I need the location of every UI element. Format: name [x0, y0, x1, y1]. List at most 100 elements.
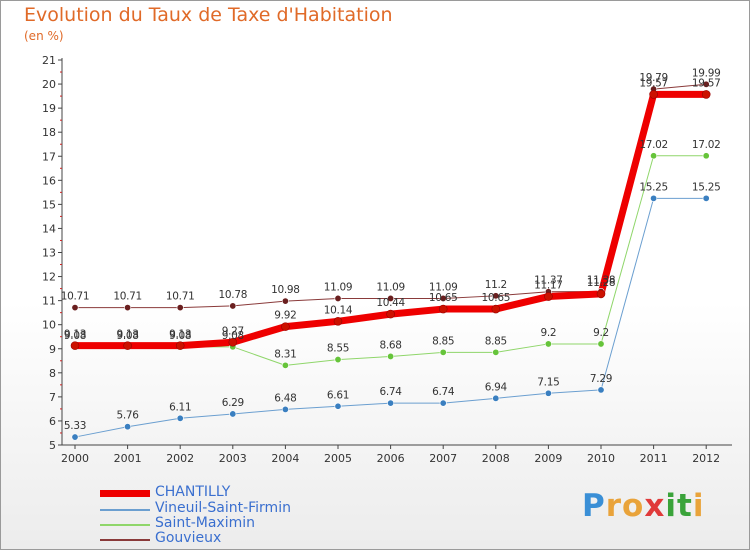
- legend-swatch: [100, 524, 150, 526]
- data-label: 9.08: [222, 330, 244, 342]
- data-label: 6.11: [169, 401, 191, 413]
- data-point: [281, 361, 289, 369]
- data-point: [124, 423, 132, 431]
- legend-label: Gouvieux: [155, 530, 222, 546]
- data-label: 11.09: [376, 281, 405, 293]
- data-point: [71, 433, 79, 441]
- x-tick-label: 2009: [534, 452, 562, 465]
- data-point: [544, 292, 553, 301]
- data-point: [70, 341, 80, 350]
- data-point: [281, 322, 290, 331]
- data-label: 6.29: [222, 397, 244, 409]
- y-tick-label: 18: [42, 126, 56, 139]
- y-tick-label: 21: [42, 54, 56, 67]
- y-tick-label: 7: [49, 391, 56, 404]
- data-point: [229, 302, 237, 310]
- x-tick-label: 2008: [482, 452, 510, 465]
- data-label: 5.76: [117, 410, 140, 422]
- data-point: [387, 352, 395, 360]
- y-tick-label: 5: [49, 439, 56, 452]
- legend-label: Saint-Maximin: [155, 515, 256, 531]
- data-point: [702, 80, 710, 88]
- data-point: [650, 194, 658, 202]
- data-label: 8.55: [327, 343, 349, 355]
- y-tick-label: 20: [42, 78, 56, 91]
- data-point: [702, 152, 710, 160]
- data-point: [123, 341, 132, 350]
- data-point: [124, 304, 132, 312]
- x-tick-label: 2004: [271, 452, 299, 465]
- data-point: [175, 341, 185, 350]
- data-point: [334, 294, 342, 302]
- data-point: [229, 410, 237, 418]
- data-label: 10.65: [482, 292, 511, 304]
- y-tick-label: 14: [42, 222, 56, 235]
- y-tick-label: 10: [42, 319, 56, 332]
- data-label: 11.17: [534, 280, 563, 292]
- proxiti-logo: Proxiti: [582, 488, 704, 524]
- logo-letter: r: [605, 488, 623, 524]
- logo-letter: i: [665, 488, 677, 524]
- data-label: 15.25: [639, 181, 668, 193]
- data-label: 8.85: [485, 335, 507, 347]
- y-tick-label: 6: [49, 415, 56, 428]
- data-point: [176, 414, 184, 422]
- chart-subtitle: (en %): [24, 29, 64, 43]
- y-tick-label: 15: [42, 198, 56, 211]
- data-label: 9.08: [117, 330, 139, 342]
- data-label: 9.08: [64, 330, 86, 342]
- data-label: 6.94: [485, 381, 508, 393]
- data-point: [439, 399, 447, 407]
- data-point: [439, 294, 447, 302]
- data-point: [439, 348, 447, 356]
- data-point: [491, 304, 501, 314]
- x-tick-label: 2010: [587, 452, 615, 465]
- data-point: [597, 340, 605, 348]
- data-point: [333, 317, 343, 326]
- logo-letter: x: [644, 488, 666, 524]
- data-label: 9.2: [540, 327, 556, 339]
- data-point: [649, 90, 658, 99]
- data-label: 9.08: [169, 330, 191, 342]
- chart-title: Evolution du Taux de Taxe d'Habitation: [24, 4, 393, 26]
- legend-label: CHANTILLY: [155, 484, 231, 500]
- data-label: 6.48: [274, 392, 296, 404]
- y-tick-label: 13: [42, 247, 56, 260]
- data-label: 19.99: [692, 67, 721, 79]
- x-tick-label: 2012: [692, 452, 720, 465]
- data-point: [334, 402, 342, 410]
- data-label: 19.79: [639, 72, 668, 84]
- data-point: [492, 394, 500, 402]
- data-label: 17.02: [692, 139, 721, 151]
- x-tick-label: 2003: [219, 452, 247, 465]
- y-tick-label: 12: [42, 271, 56, 284]
- data-label: 11.38: [587, 274, 616, 286]
- data-point: [544, 340, 552, 348]
- x-tick-label: 2011: [640, 452, 668, 465]
- data-point: [492, 292, 500, 300]
- y-tick-label: 8: [49, 367, 56, 380]
- data-point: [438, 304, 448, 314]
- logo-letter: t: [676, 488, 693, 524]
- data-point: [596, 289, 606, 299]
- data-label: 10.78: [219, 289, 248, 301]
- legend-label: Vineuil-Saint-Firmin: [155, 500, 291, 516]
- logo-letter: o: [622, 488, 645, 524]
- y-tick-label: 17: [42, 150, 56, 163]
- data-label: 6.74: [380, 386, 403, 398]
- data-point: [176, 304, 184, 312]
- data-label: 10.44: [376, 297, 405, 309]
- data-label: 9.92: [274, 310, 296, 322]
- data-point: [334, 356, 342, 364]
- data-label: 9.2: [593, 327, 609, 339]
- y-tick-label: 19: [42, 102, 56, 115]
- data-point: [386, 309, 395, 319]
- x-tick-label: 2006: [377, 452, 405, 465]
- data-point: [281, 297, 289, 305]
- data-label: 9.27: [222, 325, 244, 337]
- data-label: 10.71: [166, 291, 195, 303]
- data-label: 10.98: [271, 284, 300, 296]
- data-label: 10.65: [429, 292, 458, 304]
